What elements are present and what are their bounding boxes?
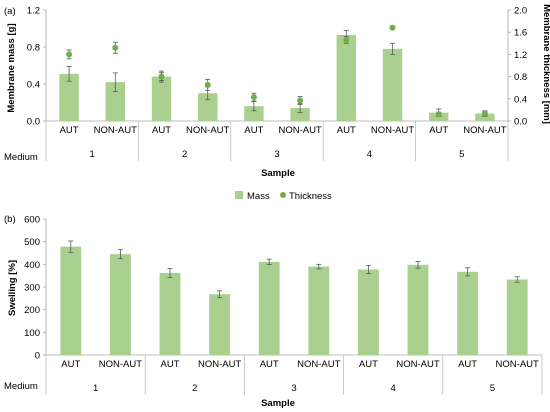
y-axis-title-a: Membrane mass [g] xyxy=(6,23,17,112)
x-tick-label-b: NON-AUT xyxy=(297,359,340,370)
thickness-point-a xyxy=(204,81,211,88)
bar-a xyxy=(475,113,495,121)
x-axis-title-b: Sample xyxy=(261,398,295,409)
bar-b xyxy=(506,279,528,355)
y-tick-label-b: 500 xyxy=(24,237,40,248)
thickness-point-a xyxy=(435,111,442,118)
legend-swatch-mass xyxy=(235,191,243,199)
x-tick-label-a: AUT xyxy=(244,125,263,136)
bar-a xyxy=(105,82,126,121)
group-label-a: 1 xyxy=(90,149,95,160)
y-tick-label-b: 0 xyxy=(35,351,40,362)
x-tick-label-a: NON-AUT xyxy=(371,125,414,136)
bar-a xyxy=(336,34,357,121)
x-tick-label-b: AUT xyxy=(260,359,279,370)
y-tick-label-b: 400 xyxy=(24,260,40,271)
x-tick-label-b: AUT xyxy=(61,359,80,370)
y-tick-label-a: 0.8 xyxy=(27,43,40,54)
bar-b xyxy=(209,294,231,355)
group-label-a: 3 xyxy=(274,149,279,160)
x-tick-label-b: AUT xyxy=(458,359,477,370)
x-tick-label-b: AUT xyxy=(161,359,180,370)
y-tick-label-a: 0.4 xyxy=(27,80,40,91)
x-tick-label-b: AUT xyxy=(359,359,378,370)
x-tick-label-a: NON-AUT xyxy=(186,125,229,136)
bar-a xyxy=(290,108,310,121)
x-tick-label-a: AUT xyxy=(337,125,356,136)
y-tick-label-b: 200 xyxy=(24,305,40,316)
bar-a xyxy=(197,93,218,121)
thickness-point-a xyxy=(297,97,304,104)
group-label-b: 1 xyxy=(93,383,98,394)
y2-tick-label-a: 2.0 xyxy=(514,6,527,17)
group-label-b: 4 xyxy=(391,383,396,394)
y-tick-label-a: 1.2 xyxy=(27,6,40,17)
group-label-b: 2 xyxy=(192,383,197,394)
bar-b xyxy=(457,271,479,355)
x-tick-label-a: NON-AUT xyxy=(94,125,137,136)
group-title-b: Medium xyxy=(4,381,38,392)
bar-a xyxy=(244,106,264,121)
thickness-point-a xyxy=(389,24,396,31)
legend-swatch-thickness xyxy=(280,192,286,198)
y2-tick-label-a: 0.0 xyxy=(514,117,527,128)
group-label-a: 5 xyxy=(459,149,464,160)
legend-label-thickness: Thickness xyxy=(289,191,332,202)
bar-a xyxy=(151,76,172,121)
thickness-point-a xyxy=(343,36,350,43)
thickness-point-a xyxy=(250,94,257,101)
legend: Mass Thickness xyxy=(235,191,332,202)
group-title-a: Medium xyxy=(4,152,38,163)
y2-tick-label-a: 0.8 xyxy=(514,72,527,83)
x-tick-label-b: NON-AUT xyxy=(496,359,539,370)
panel-a-plot: 0.0 0.4 0.8 1.2 0.0 0.4 0.8 1.2 1.6 2.0 AUT NON-AUT… xyxy=(27,6,527,161)
x-tick-label-a: NON-AUT xyxy=(278,125,321,136)
y2-tick-label-a: 1.2 xyxy=(514,50,527,61)
thickness-point-a xyxy=(158,73,165,80)
panel-label-a: (a) xyxy=(4,6,16,17)
y2-axis-title-a: Membrane thickness [mm] xyxy=(541,4,550,124)
y2-tick-label-a: 1.6 xyxy=(514,28,527,39)
panel-b-plot: 0 100 200 300 400 500 600 AUT NON-AUT AUT NON-AUT A… xyxy=(24,215,543,395)
bar-b xyxy=(407,264,429,355)
group-label-a: 2 xyxy=(182,149,187,160)
bar-b xyxy=(357,269,379,355)
thickness-point-a xyxy=(112,44,119,51)
bar-b xyxy=(60,246,82,355)
x-tick-label-a: NON-AUT xyxy=(463,125,506,136)
bar-b xyxy=(109,254,131,355)
bar-b xyxy=(159,272,181,355)
x-tick-label-b: NON-AUT xyxy=(99,359,142,370)
y-tick-label-b: 300 xyxy=(24,283,40,294)
x-tick-label-b: NON-AUT xyxy=(396,359,439,370)
thickness-point-a xyxy=(481,110,488,117)
x-tick-label-a: AUT xyxy=(60,125,79,136)
x-tick-label-a: AUT xyxy=(429,125,448,136)
x-tick-label-a: AUT xyxy=(152,125,171,136)
bar-a xyxy=(382,48,403,121)
y-tick-label-b: 100 xyxy=(24,328,40,339)
group-label-a: 4 xyxy=(367,149,372,160)
y-tick-label-b: 600 xyxy=(24,215,40,226)
bar-a xyxy=(59,73,79,121)
bar-b xyxy=(258,261,280,355)
x-tick-label-b: NON-AUT xyxy=(198,359,241,370)
legend-label-mass: Mass xyxy=(247,191,270,202)
y2-tick-label-a: 0.4 xyxy=(514,94,527,105)
group-label-b: 3 xyxy=(291,383,296,394)
y-axis-title-b: Swelling [%] xyxy=(7,260,18,316)
x-axis-title-a: Sample xyxy=(261,168,295,179)
y-tick-label-a: 0.0 xyxy=(27,117,40,128)
thickness-point-a xyxy=(66,51,73,58)
bar-b xyxy=(308,266,330,355)
group-label-b: 5 xyxy=(490,383,495,394)
panel-label-b: (b) xyxy=(4,214,16,225)
